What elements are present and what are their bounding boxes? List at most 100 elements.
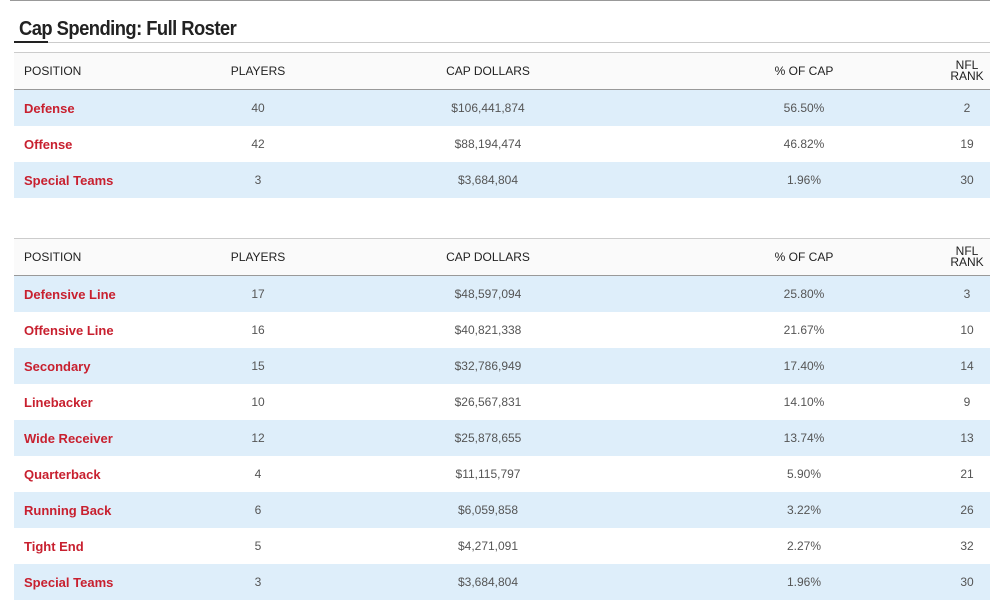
cell: 1.96% <box>650 162 944 198</box>
cell: 12 <box>190 420 326 456</box>
cell: 42 <box>251 137 265 151</box>
header-text: POSITION <box>24 250 82 264</box>
header-row: POSITION PLAYERS CAP DOLLARS % OF CAP NFL RA… <box>14 52 990 90</box>
cell: 30 <box>944 564 990 600</box>
column-header: PLAYERS <box>190 238 326 276</box>
cell: $26,567,831 <box>454 395 522 409</box>
table-row: Linebacker 10 $26,567,831 14.10% 9 <box>14 384 990 420</box>
header-row: POSITION PLAYERS CAP DOLLARS % OF CAP NFL RA… <box>14 238 990 276</box>
column-header: % OF CAP <box>650 52 944 90</box>
column-header: POSITION <box>14 52 190 90</box>
cell: 14.10% <box>783 395 825 409</box>
cell: 40 <box>190 89 326 126</box>
roster-table: POSITION PLAYERS CAP DOLLARS % OF CAP NFL RA… <box>14 52 990 198</box>
cell: $3,684,804 <box>326 162 650 198</box>
roster-table: POSITION PLAYERS CAP DOLLARS % OF CAP NFL RA… <box>14 238 990 600</box>
cell: 5 <box>254 539 262 553</box>
cell: 1.96% <box>650 564 944 600</box>
cell: 19 <box>960 137 974 151</box>
cell: 4 <box>254 467 262 481</box>
header-text: NFL RANK <box>950 57 984 83</box>
cell: 9 <box>963 395 971 409</box>
cell: 3 <box>190 564 326 600</box>
column-header: PLAYERS <box>190 52 326 90</box>
header-text: CAP DOLLARS <box>446 64 530 78</box>
cell: 16 <box>251 323 265 337</box>
cell: 17.40% <box>650 348 944 384</box>
position-name: Secondary <box>14 348 190 384</box>
column-header: CAP DOLLARS <box>326 52 650 90</box>
position-name: Running Back <box>14 492 190 528</box>
cell: 46.82% <box>783 137 825 151</box>
header-text: % OF CAP <box>774 64 834 78</box>
cell: $32,786,949 <box>326 348 650 384</box>
column-header: POSITION <box>14 238 190 276</box>
table-row: Running Back 6 $6,059,858 3.22% 26 <box>14 492 990 528</box>
header-text: PLAYERS <box>230 250 286 264</box>
cell: 13.74% <box>650 420 944 456</box>
cell: $106,441,874 <box>326 89 650 126</box>
position-name: Special Teams <box>14 162 190 198</box>
cell: 10 <box>251 395 265 409</box>
table-head: POSITION PLAYERS CAP DOLLARS % OF CAP NFL RA… <box>14 52 990 90</box>
cell: 25.80% <box>650 275 944 312</box>
cell: 17 <box>190 275 326 312</box>
cell: 21 <box>960 467 974 481</box>
cell: $11,115,797 <box>455 467 521 481</box>
cell: 3 <box>190 162 326 198</box>
cell: 2 <box>944 89 990 126</box>
table-row: Defense 40 $106,441,874 56.50% 2 <box>14 89 990 126</box>
cell: 14 <box>944 348 990 384</box>
table-head: POSITION PLAYERS CAP DOLLARS % OF CAP NFL RA… <box>14 238 990 276</box>
cell: 15 <box>190 348 326 384</box>
table-row: Defensive Line 17 $48,597,094 25.80% 3 <box>14 275 990 312</box>
cell: 32 <box>960 539 974 553</box>
cell: 10 <box>960 323 974 337</box>
header-text: CAP DOLLARS <box>446 250 530 264</box>
table-row: Offense 42 $88,194,474 46.82% 19 <box>14 126 990 162</box>
position-name: Defensive Line <box>14 275 190 312</box>
cell: $88,194,474 <box>454 137 522 151</box>
cell: $25,878,655 <box>326 420 650 456</box>
title: Cap Spending: Full Roster <box>19 18 237 40</box>
cell: $3,684,804 <box>326 564 650 600</box>
cell: 13 <box>944 420 990 456</box>
cell: $6,059,858 <box>326 492 650 528</box>
column-header: NFL RANK <box>944 52 990 90</box>
column-header: NFL RANK <box>944 238 990 276</box>
cell: 3 <box>944 275 990 312</box>
table-body: Defense 40 $106,441,874 56.50% 2 Offense 42 $88… <box>14 89 990 198</box>
cell: 2.27% <box>786 539 822 553</box>
table-row: Special Teams 3 $3,684,804 1.96% 30 <box>14 162 990 198</box>
position-name: Tight End <box>24 538 84 554</box>
table-row: Wide Receiver 12 $25,878,655 13.74% 13 <box>14 420 990 456</box>
table-row: Quarterback 4 $11,115,797 5.90% 21 <box>14 456 990 492</box>
table-row: Tight End 5 $4,271,091 2.27% 32 <box>14 528 990 564</box>
table-row: Special Teams 3 $3,684,804 1.96% 30 <box>14 564 990 600</box>
table-row: Offensive Line 16 $40,821,338 21.67% 10 <box>14 312 990 348</box>
column-header: % OF CAP <box>650 238 944 276</box>
cell: 3.22% <box>650 492 944 528</box>
position-name: Wide Receiver <box>14 420 190 456</box>
title-accent <box>14 41 48 43</box>
cell: $48,597,094 <box>326 275 650 312</box>
table-row: Secondary 15 $32,786,949 17.40% 14 <box>14 348 990 384</box>
cell: $4,271,091 <box>457 539 519 553</box>
table-body: Defensive Line 17 $48,597,094 25.80% 3 Offens… <box>14 275 990 600</box>
title-rule <box>14 42 990 43</box>
header-text: NFL RANK <box>950 243 984 269</box>
position-name: Linebacker <box>24 394 93 410</box>
top-rule <box>10 0 990 1</box>
cell: 56.50% <box>650 89 944 126</box>
position-name: Offensive Line <box>24 322 114 338</box>
cell: 26 <box>944 492 990 528</box>
header-text: POSITION <box>24 64 82 78</box>
header-text: PLAYERS <box>230 64 286 78</box>
cell: 30 <box>944 162 990 198</box>
position-name: Special Teams <box>14 564 190 600</box>
cell: 6 <box>190 492 326 528</box>
position-name: Quarterback <box>24 466 101 482</box>
column-header: CAP DOLLARS <box>326 238 650 276</box>
cell: $40,821,338 <box>454 323 522 337</box>
